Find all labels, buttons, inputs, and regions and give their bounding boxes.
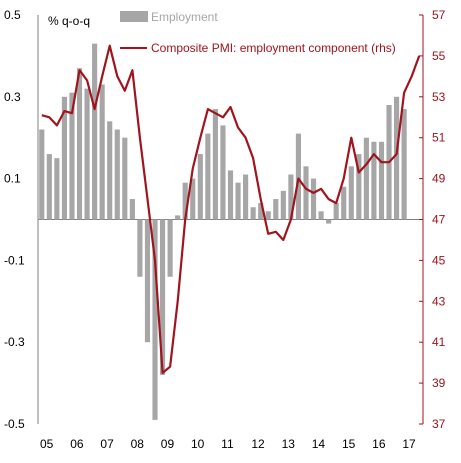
right-tick-label: 41 <box>432 335 446 349</box>
employment-bar <box>401 109 407 220</box>
employment-bars <box>39 43 407 420</box>
employment-bar <box>182 182 188 220</box>
employment-bar <box>212 109 218 220</box>
employment-bar <box>348 166 354 220</box>
employment-bar <box>205 133 211 220</box>
x-tick-label: 17 <box>402 437 416 451</box>
employment-bar <box>159 219 166 375</box>
x-tick-label: 09 <box>161 437 175 451</box>
employment-bar <box>76 68 83 220</box>
x-tick-label: 10 <box>191 437 205 451</box>
employment-bar <box>61 96 67 220</box>
employment-bar <box>280 190 286 220</box>
employment-bar <box>250 207 256 220</box>
x-tick-label: 14 <box>312 437 326 451</box>
right-tick-label: 53 <box>432 90 446 104</box>
legend-label-pmi: Composite PMI: employment component (rhs… <box>151 41 396 55</box>
right-tick-label: 43 <box>432 294 446 308</box>
right-tick-label: 39 <box>432 376 446 390</box>
employment-bar <box>220 125 226 220</box>
x-tick-label: 08 <box>131 437 145 451</box>
employment-bar <box>243 174 249 220</box>
right-tick-label: 57 <box>432 8 446 22</box>
employment-bar <box>39 129 45 220</box>
x-tick-labels: 05 06 07 08 09 10 11 12 13 14 15 16 17 <box>40 437 416 451</box>
pmi-employment-line <box>41 44 421 374</box>
right-tick-label: 45 <box>432 253 446 267</box>
employment-bar <box>341 186 347 220</box>
x-tick-label: 07 <box>100 437 114 451</box>
right-tick-label: 55 <box>432 49 446 63</box>
left-tick-label: 0.3 <box>4 90 21 104</box>
unit-label: % q-o-q <box>48 14 90 28</box>
employment-bar <box>175 215 181 220</box>
employment-bar <box>54 158 60 220</box>
employment-bar <box>107 121 113 220</box>
employment-bar <box>114 129 120 220</box>
employment-bar <box>152 219 158 420</box>
employment-bar <box>99 84 105 220</box>
employment-bar <box>137 219 143 277</box>
x-tick-label: 15 <box>342 437 356 451</box>
employment-bar <box>378 141 385 220</box>
employment-bar <box>273 199 279 220</box>
employment-bar <box>122 137 128 220</box>
employment-bar <box>167 219 173 277</box>
employment-bar <box>363 137 369 220</box>
x-tick-label: 13 <box>282 437 296 451</box>
employment-bar <box>190 178 196 220</box>
x-tick-label: 05 <box>40 437 54 451</box>
employment-bar <box>318 211 324 220</box>
right-tick-label: 37 <box>432 417 446 431</box>
x-tick-label: 12 <box>251 437 265 451</box>
right-tick-label: 49 <box>432 172 446 186</box>
employment-bar <box>333 203 339 220</box>
pmi-line-layer <box>41 44 421 374</box>
employment-bar <box>92 43 98 220</box>
left-tick-label: 0.1 <box>4 172 21 186</box>
left-tick-label: -0.5 <box>4 417 25 431</box>
employment-bar <box>371 141 377 220</box>
employment-bar <box>288 174 294 220</box>
employment-bar <box>326 219 332 224</box>
right-tick-label: 47 <box>432 213 446 227</box>
employment-bar <box>295 133 302 220</box>
x-tick-label: 16 <box>372 437 386 451</box>
left-tick-label: 0.5 <box>4 8 21 22</box>
employment-bar <box>356 154 362 220</box>
employment-bar <box>197 154 203 220</box>
employment-bar <box>235 182 241 220</box>
employment-bar <box>258 203 264 220</box>
employment-bar <box>394 96 400 220</box>
employment-bar <box>310 178 317 220</box>
left-tick-labels: 0.5 0.3 0.1 -0.1 -0.3 -0.5 <box>4 8 25 431</box>
employment-bar <box>84 88 90 220</box>
employment-bar <box>227 170 234 220</box>
employment-bar <box>144 219 151 343</box>
employment-bar <box>69 92 75 220</box>
legend-swatch-employment <box>120 11 148 22</box>
x-tick-label: 06 <box>70 437 84 451</box>
employment-bar <box>265 211 271 220</box>
legend-label-employment: Employment <box>151 10 218 24</box>
legend: Employment Composite PMI: employment com… <box>120 10 396 55</box>
right-tick-labels: 57 55 53 51 49 47 45 43 41 39 37 <box>419 8 446 431</box>
right-tick-label: 51 <box>432 131 446 145</box>
employment-bar <box>46 154 52 220</box>
left-tick-label: -0.1 <box>4 253 25 267</box>
employment-bar <box>303 166 309 220</box>
x-tick-label: 11 <box>221 437 234 451</box>
employment-bar <box>129 199 135 220</box>
left-tick-label: -0.3 <box>4 335 25 349</box>
